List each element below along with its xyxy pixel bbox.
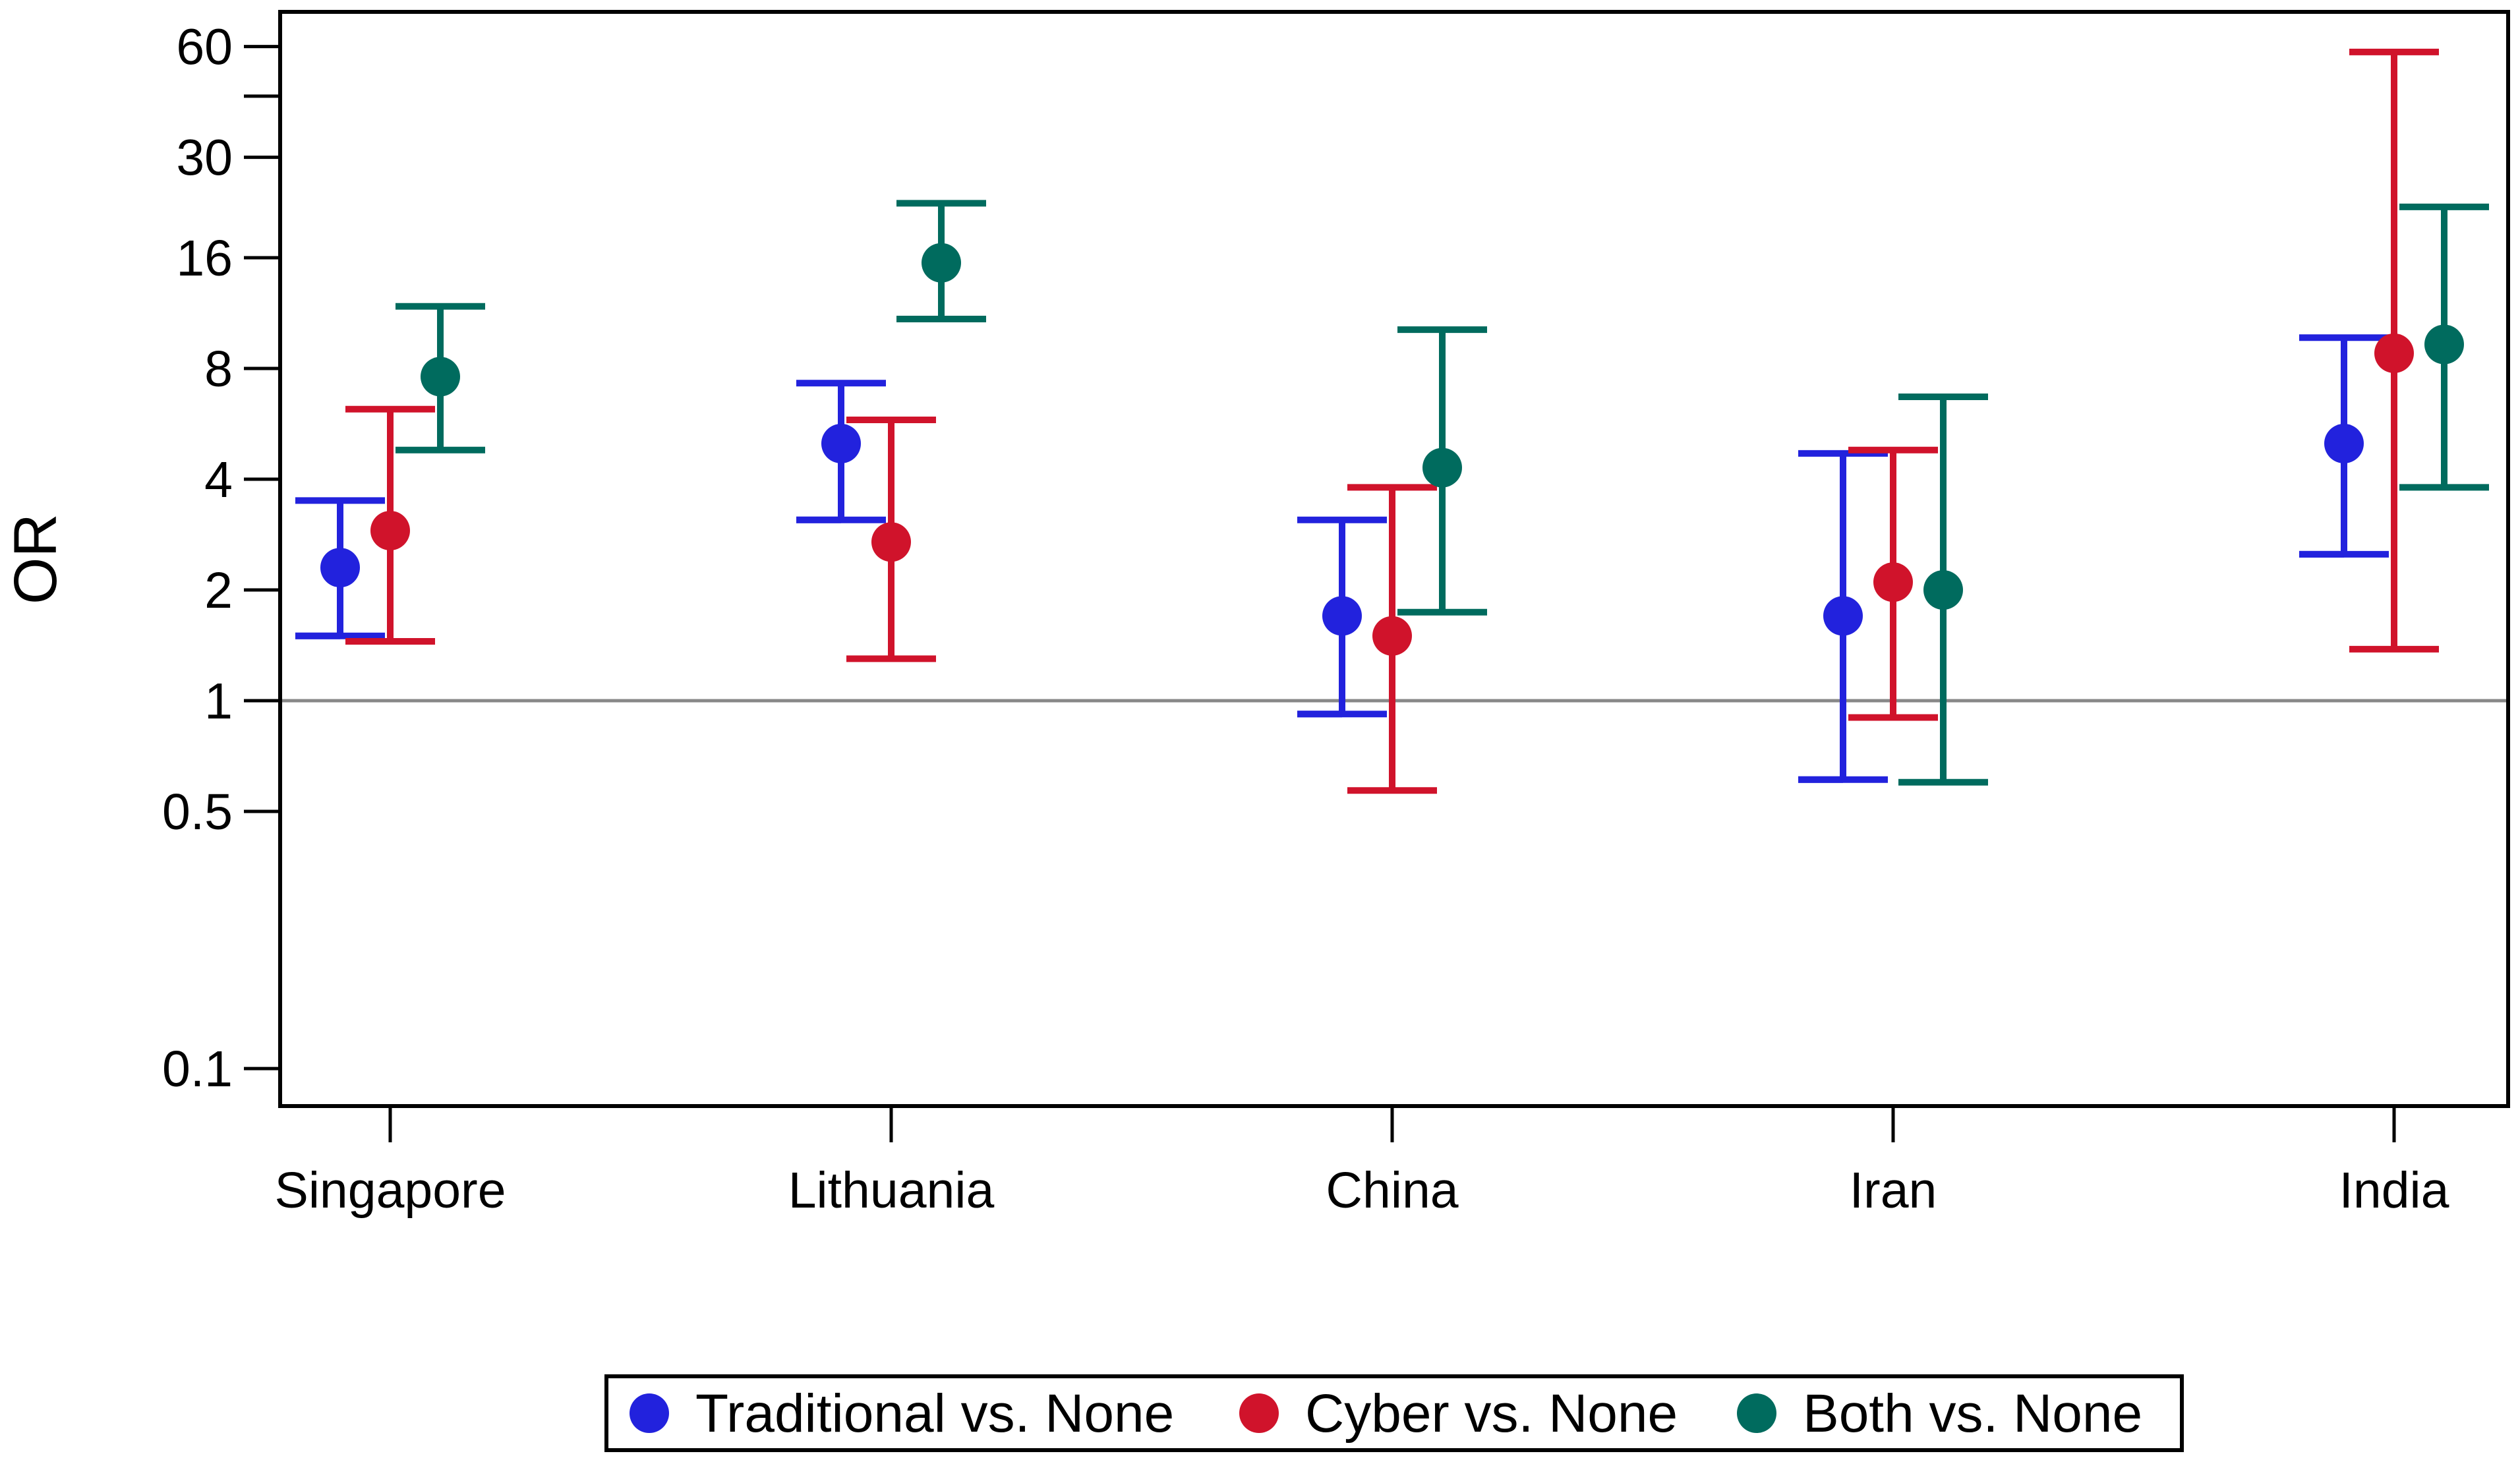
legend-marker xyxy=(630,1393,669,1433)
series-both-vs-none xyxy=(396,200,2489,786)
y-tick-label: 8 xyxy=(204,341,233,397)
legend: Traditional vs. None Cyber vs. None Both v… xyxy=(604,1374,2184,1452)
data-point xyxy=(1823,596,1863,636)
legend-frame xyxy=(604,1374,2184,1452)
data-point xyxy=(2324,423,2364,463)
y-tick-label: 4 xyxy=(204,452,233,508)
x-tick-label: Iran xyxy=(1850,1162,1937,1219)
plot-frame xyxy=(278,10,2510,1108)
legend-marker xyxy=(1239,1393,1279,1433)
x-tick-label: Lithuania xyxy=(788,1162,995,1219)
data-point xyxy=(871,522,911,562)
data-point xyxy=(821,423,861,463)
y-tick-label: 30 xyxy=(176,130,233,187)
series-layer xyxy=(295,48,2489,794)
x-tick-label: India xyxy=(2339,1162,2449,1219)
y-tick-label: 0.1 xyxy=(162,1041,233,1097)
x-axis: Singapore Lithuania China Iran India xyxy=(274,1106,2449,1219)
data-point xyxy=(1322,596,1362,636)
y-tick-label: 1 xyxy=(204,673,233,730)
legend-label: Cyber vs. None xyxy=(1305,1384,1678,1444)
data-point xyxy=(922,243,961,283)
data-point xyxy=(320,548,360,588)
data-point xyxy=(1923,570,1963,610)
series-cyber-vs-none xyxy=(345,48,2439,794)
y-axis-title: OR xyxy=(2,513,69,604)
legend-label: Traditional vs. None xyxy=(695,1384,1174,1444)
x-tick-label: China xyxy=(1326,1162,1458,1219)
data-point xyxy=(1422,448,1462,488)
y-axis: 0.1 0.5 1 2 4 8 16 30 60 xyxy=(162,19,280,1097)
legend-label: Both vs. None xyxy=(1803,1384,2142,1444)
data-point xyxy=(1372,616,1412,656)
data-point xyxy=(2374,333,2414,373)
x-tick-label: Singapore xyxy=(274,1162,506,1219)
y-tick-label: 60 xyxy=(176,19,233,76)
legend-items: Traditional vs. None Cyber vs. None Both v… xyxy=(630,1384,2142,1444)
data-point xyxy=(1873,562,1913,602)
y-tick-label: 0.5 xyxy=(162,784,233,840)
y-tick-label: 16 xyxy=(176,230,233,287)
y-tick-label: 2 xyxy=(204,562,233,619)
data-point xyxy=(2424,324,2464,365)
series-traditional-vs-none xyxy=(295,334,2389,783)
data-point xyxy=(421,357,460,397)
legend-marker xyxy=(1737,1393,1776,1433)
data-point xyxy=(370,510,410,550)
